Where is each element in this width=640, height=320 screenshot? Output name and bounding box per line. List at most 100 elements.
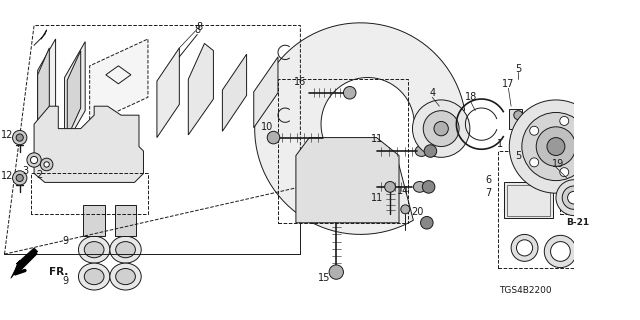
Polygon shape [34,106,143,182]
Text: 11: 11 [371,193,383,203]
Circle shape [579,142,588,151]
Polygon shape [254,57,278,128]
Text: B-21: B-21 [566,218,589,227]
Text: 7: 7 [486,188,492,198]
Bar [507,185,550,216]
Ellipse shape [116,167,136,180]
Circle shape [522,112,590,180]
Text: 18: 18 [465,92,477,102]
Text: 9: 9 [62,276,68,286]
Circle shape [509,100,603,193]
Bar [509,109,522,129]
Circle shape [31,156,38,164]
Circle shape [511,235,538,261]
Circle shape [568,191,580,204]
Circle shape [44,162,49,167]
Ellipse shape [84,268,104,284]
Text: TGS4B2200: TGS4B2200 [499,286,552,295]
Polygon shape [67,51,81,138]
Circle shape [13,171,27,185]
Circle shape [550,242,570,261]
Ellipse shape [116,268,136,284]
Ellipse shape [261,84,271,98]
Text: 2: 2 [36,170,43,180]
Circle shape [40,158,53,171]
Text: FR.: FR. [49,267,68,277]
Circle shape [613,244,630,260]
Circle shape [619,142,628,151]
Ellipse shape [195,88,206,103]
Polygon shape [38,39,56,147]
Circle shape [639,87,640,96]
Circle shape [560,168,569,177]
Polygon shape [38,48,49,138]
Circle shape [589,241,604,255]
Circle shape [329,265,344,279]
Text: 20: 20 [411,207,423,217]
Text: 19: 19 [552,159,564,170]
Circle shape [27,153,41,167]
Text: 12: 12 [1,130,13,140]
Text: 5: 5 [515,150,522,161]
Circle shape [420,217,433,229]
Circle shape [13,131,27,145]
Polygon shape [65,42,85,147]
Ellipse shape [413,181,426,192]
Circle shape [630,100,639,108]
Bar [278,79,408,223]
Ellipse shape [91,168,107,179]
Circle shape [422,180,435,193]
Ellipse shape [89,167,109,180]
Bar [83,205,105,236]
Ellipse shape [110,263,141,290]
Circle shape [639,197,640,206]
Ellipse shape [118,168,134,179]
Circle shape [335,208,346,219]
Polygon shape [11,248,38,278]
Bar [498,151,630,268]
Polygon shape [255,23,465,235]
Ellipse shape [68,103,81,119]
Ellipse shape [116,242,136,258]
Circle shape [630,185,639,194]
Polygon shape [222,54,246,131]
Text: 3: 3 [22,166,28,176]
Circle shape [544,235,577,268]
Circle shape [530,158,539,167]
Polygon shape [296,138,399,223]
Polygon shape [188,44,213,135]
Circle shape [565,183,590,208]
Circle shape [603,41,640,252]
Text: 1: 1 [497,139,504,149]
Circle shape [624,171,633,180]
Text: 8: 8 [196,22,202,32]
Text: 9: 9 [62,236,68,246]
Text: 8: 8 [194,25,200,35]
Circle shape [620,127,629,136]
Text: 15: 15 [319,273,331,284]
Text: 14: 14 [397,186,410,196]
Circle shape [344,86,356,99]
Ellipse shape [415,146,428,156]
Circle shape [434,122,449,136]
Text: 11: 11 [371,134,383,144]
Circle shape [624,113,633,122]
Ellipse shape [163,94,175,110]
Text: 12: 12 [1,171,13,181]
Circle shape [547,138,565,156]
Polygon shape [90,39,148,124]
Bar [561,178,595,214]
Ellipse shape [84,242,104,258]
Text: 10: 10 [261,122,273,132]
Circle shape [423,111,459,147]
Bar [115,205,136,236]
Ellipse shape [79,236,110,263]
Circle shape [424,145,436,157]
Circle shape [530,126,539,135]
Circle shape [556,180,592,216]
Circle shape [536,127,575,166]
Circle shape [584,235,609,260]
Ellipse shape [110,236,141,263]
Text: 17: 17 [502,79,515,89]
Circle shape [412,100,470,157]
